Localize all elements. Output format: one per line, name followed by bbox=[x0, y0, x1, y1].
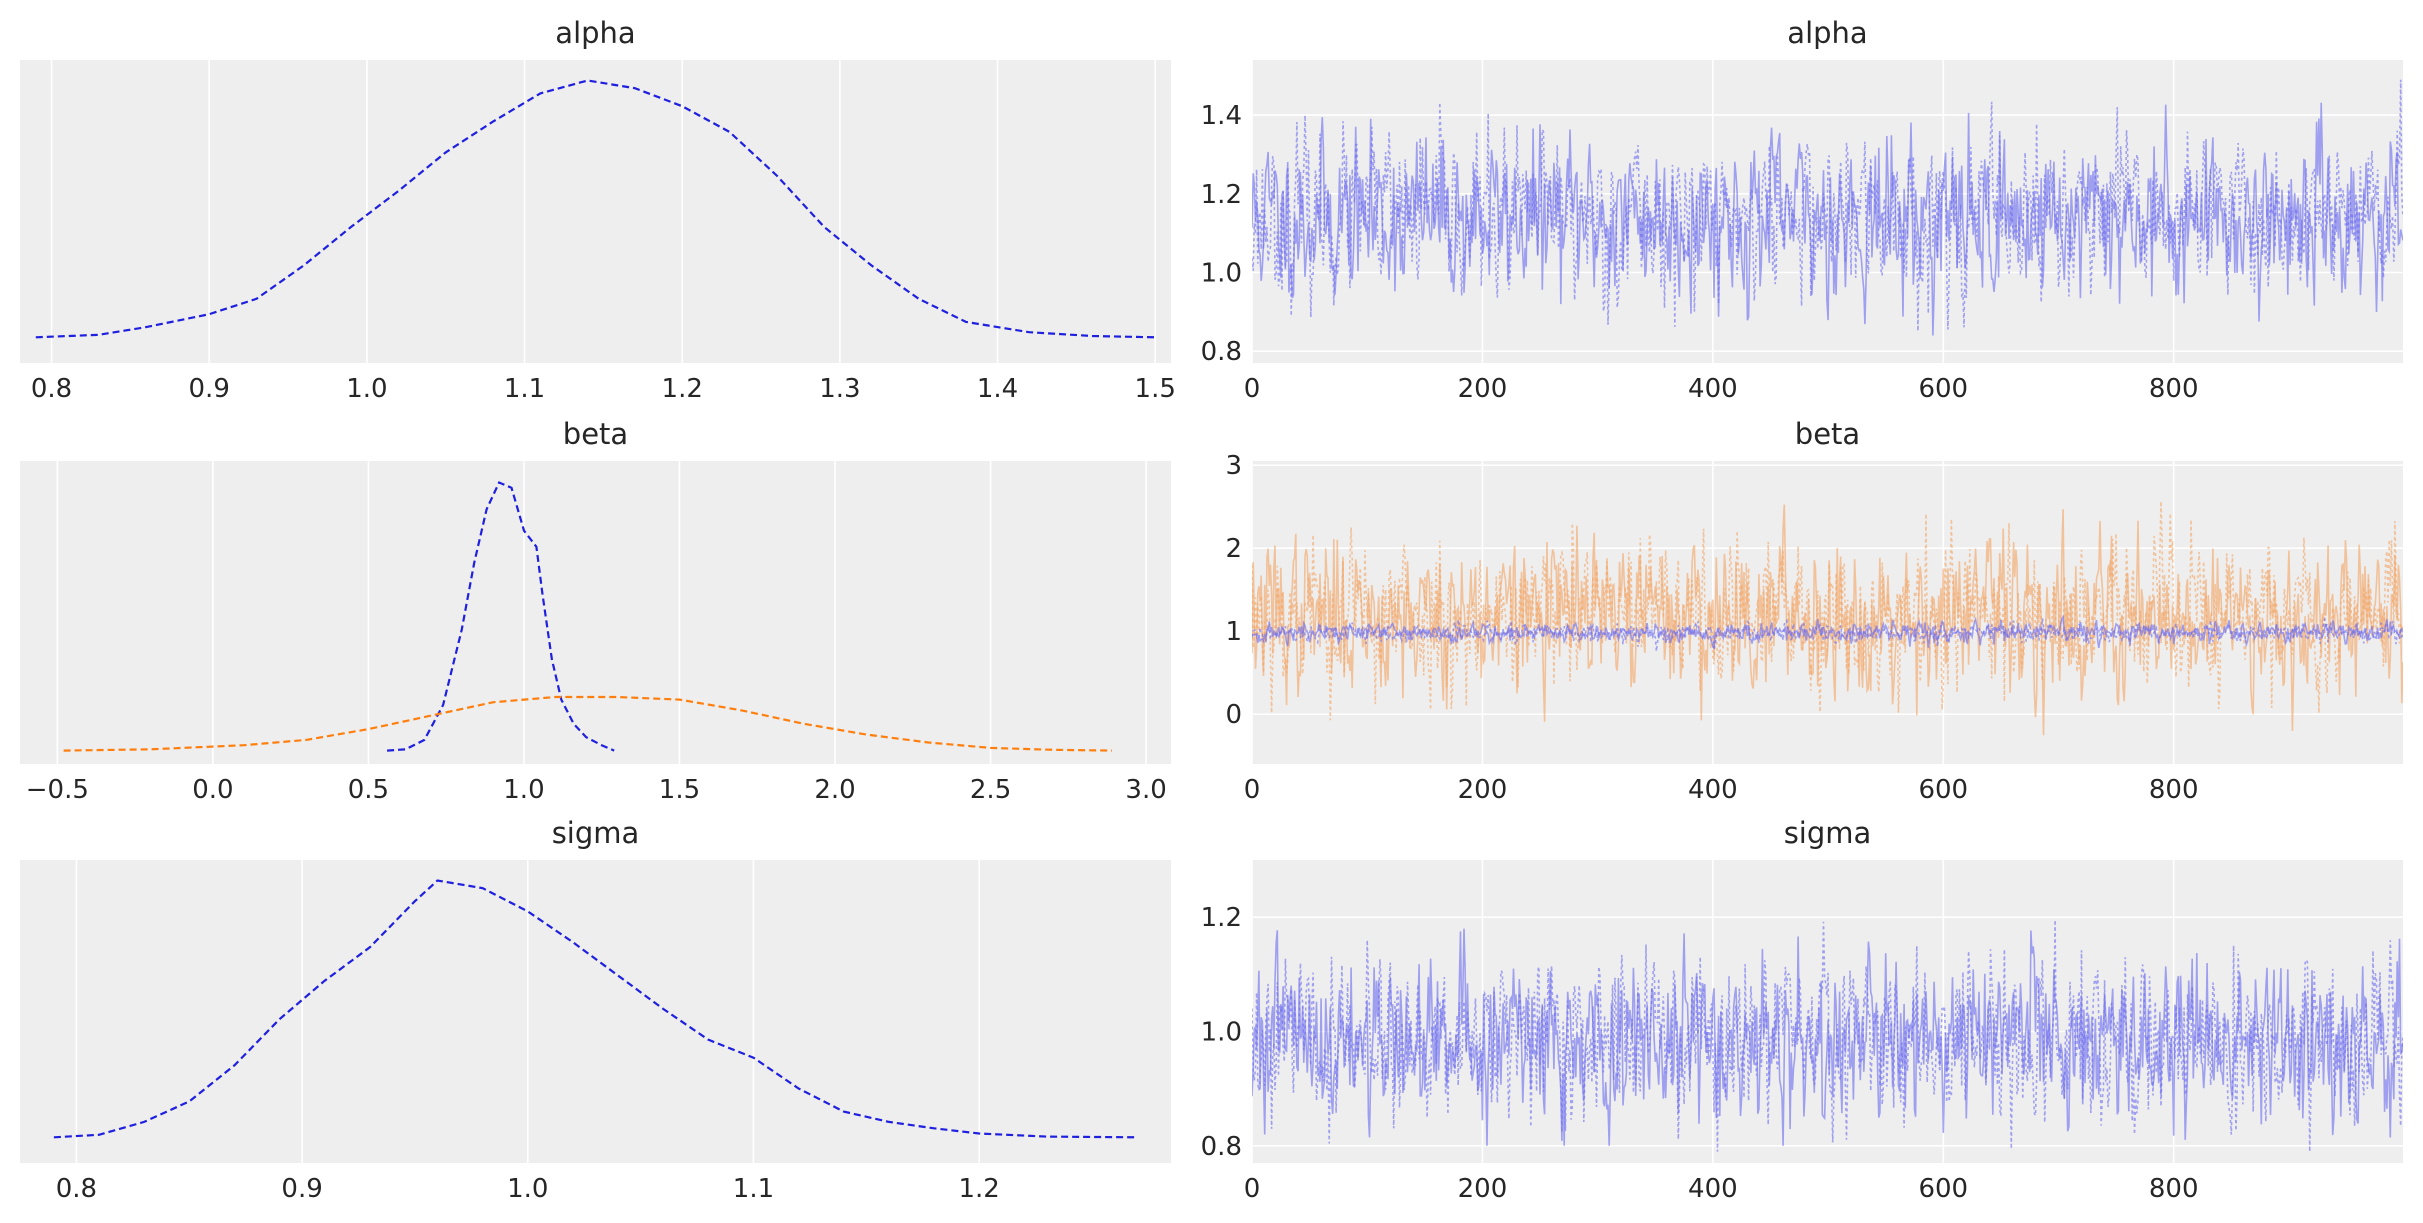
kde-sigma-plot-area bbox=[20, 860, 1171, 1163]
kde-alpha-panel: 0.8 0.9 1.0 1.1 1.2 1.3 1.4 1.5 alpha bbox=[20, 16, 1176, 404]
trace-beta-x-tick-label: 800 bbox=[2149, 775, 2199, 805]
trace-alpha-y-tick-label: 1.0 bbox=[1201, 258, 1242, 288]
kde-beta-series-group bbox=[63, 481, 1112, 752]
kde-beta-x-tick-label: −0.5 bbox=[26, 775, 89, 805]
kde-beta-panel: −0.5 0.0 0.5 1.0 1.5 2.0 2.5 3.0 beta bbox=[20, 417, 1171, 805]
kde-alpha-x-tick-label: 1.5 bbox=[1135, 374, 1176, 404]
trace-sigma-series-group bbox=[1252, 919, 2403, 1152]
kde-beta-density-line bbox=[387, 481, 615, 752]
trace-alpha-series-group bbox=[1252, 79, 2403, 336]
kde-beta-density-line bbox=[63, 695, 1112, 752]
trace-alpha-trace-line bbox=[1252, 102, 2403, 336]
trace-beta-trace-line bbox=[1252, 501, 2403, 721]
kde-alpha-x-tick-label: 1.1 bbox=[504, 374, 545, 404]
trace-alpha-y-tick-label: 0.8 bbox=[1201, 337, 1242, 367]
trace-beta-y-tick-label: 0 bbox=[1225, 700, 1242, 730]
trace-beta-trace-line bbox=[1252, 614, 2403, 650]
kde-beta-plot-area bbox=[20, 461, 1171, 764]
trace-alpha-y-tick-label: 1.2 bbox=[1201, 180, 1242, 210]
trace-alpha-x-tick-label: 400 bbox=[1688, 374, 1738, 404]
kde-sigma-x-tick-label: 0.8 bbox=[56, 1174, 97, 1204]
kde-sigma-x-tick-label: 0.9 bbox=[281, 1174, 322, 1204]
kde-alpha-x-tick-label: 1.2 bbox=[662, 374, 703, 404]
kde-beta-x-tick-label: 2.0 bbox=[814, 775, 855, 805]
kde-beta-x-tick-label: 1.0 bbox=[503, 775, 544, 805]
trace-sigma-panel: 0 200 400 600 800 0.8 1.0 1.2 sigma bbox=[1201, 816, 2403, 1204]
kde-beta-x-tick-label: 0.5 bbox=[348, 775, 389, 805]
kde-sigma-density-line bbox=[53, 879, 1138, 1139]
trace-sigma-x-tick-label: 600 bbox=[1918, 1174, 1968, 1204]
trace-beta-trace-line bbox=[1252, 617, 2403, 652]
trace-beta-panel: 0 200 400 600 800 0 1 2 3 beta bbox=[1225, 417, 2403, 805]
trace-beta-y-tick-label: 3 bbox=[1225, 451, 1242, 481]
kde-sigma-title: sigma bbox=[552, 816, 640, 850]
kde-beta-x-tick-label: 3.0 bbox=[1125, 775, 1166, 805]
trace-beta-x-tick-label: 600 bbox=[1918, 775, 1968, 805]
trace-sigma-y-tick-label: 0.8 bbox=[1201, 1132, 1242, 1162]
trace-beta-x-tick-label: 0 bbox=[1244, 775, 1261, 805]
kde-beta-x-tick-label: 2.5 bbox=[970, 775, 1011, 805]
trace-sigma-x-tick-label: 0 bbox=[1244, 1174, 1261, 1204]
trace-alpha-x-tick-label: 200 bbox=[1458, 374, 1508, 404]
trace-sigma-trace-line bbox=[1252, 919, 2403, 1152]
kde-alpha-title: alpha bbox=[555, 16, 635, 50]
kde-sigma-x-tick-label: 1.1 bbox=[733, 1174, 774, 1204]
kde-alpha-x-tick-label: 1.4 bbox=[977, 374, 1018, 404]
trace-beta-y-tick-label: 1 bbox=[1225, 617, 1242, 647]
kde-beta-title: beta bbox=[563, 417, 628, 451]
trace-alpha-x-tick-label: 0 bbox=[1244, 374, 1261, 404]
trace-sigma-x-tick-label: 800 bbox=[2149, 1174, 2199, 1204]
kde-alpha-series-group bbox=[35, 79, 1156, 339]
kde-sigma-x-tick-label: 1.2 bbox=[958, 1174, 999, 1204]
kde-alpha-density-line bbox=[35, 79, 1156, 339]
kde-alpha-x-tick-label: 0.9 bbox=[189, 374, 230, 404]
kde-beta-x-tick-label: 0.0 bbox=[192, 775, 233, 805]
trace-sigma-y-tick-label: 1.2 bbox=[1201, 903, 1242, 933]
trace-alpha-x-tick-label: 600 bbox=[1918, 374, 1968, 404]
trace-sigma-trace-line bbox=[1252, 928, 2403, 1146]
trace-alpha-trace-line bbox=[1252, 79, 2403, 332]
kde-alpha-x-tick-label: 1.3 bbox=[819, 374, 860, 404]
trace-beta-x-tick-label: 200 bbox=[1458, 775, 1508, 805]
trace-sigma-plot-area bbox=[1252, 860, 2403, 1163]
kde-sigma-panel: 0.8 0.9 1.0 1.1 1.2 sigma bbox=[20, 816, 1171, 1204]
trace-alpha-title: alpha bbox=[1787, 16, 1867, 50]
trace-sigma-x-tick-label: 400 bbox=[1688, 1174, 1738, 1204]
kde-sigma-x-tick-label: 1.0 bbox=[507, 1174, 548, 1204]
trace-alpha-y-tick-label: 1.4 bbox=[1201, 101, 1242, 131]
trace-beta-y-tick-label: 2 bbox=[1225, 534, 1242, 564]
trace-sigma-y-tick-label: 1.0 bbox=[1201, 1018, 1242, 1048]
trace-sigma-title: sigma bbox=[1784, 816, 1872, 850]
kde-beta-x-tick-label: 1.5 bbox=[659, 775, 700, 805]
trace-beta-series-group bbox=[1252, 501, 2403, 736]
trace-alpha-x-tick-label: 800 bbox=[2149, 374, 2199, 404]
kde-sigma-series-group bbox=[53, 879, 1138, 1139]
trace-beta-x-tick-label: 400 bbox=[1688, 775, 1738, 805]
trace-beta-title: beta bbox=[1795, 417, 1860, 451]
trace-alpha-panel: 0 200 400 600 800 0.8 1.0 1.2 1.4 alpha bbox=[1201, 16, 2403, 404]
trace-sigma-x-tick-label: 200 bbox=[1458, 1174, 1508, 1204]
kde-alpha-x-tick-label: 0.8 bbox=[31, 374, 72, 404]
kde-alpha-x-tick-label: 1.0 bbox=[346, 374, 387, 404]
